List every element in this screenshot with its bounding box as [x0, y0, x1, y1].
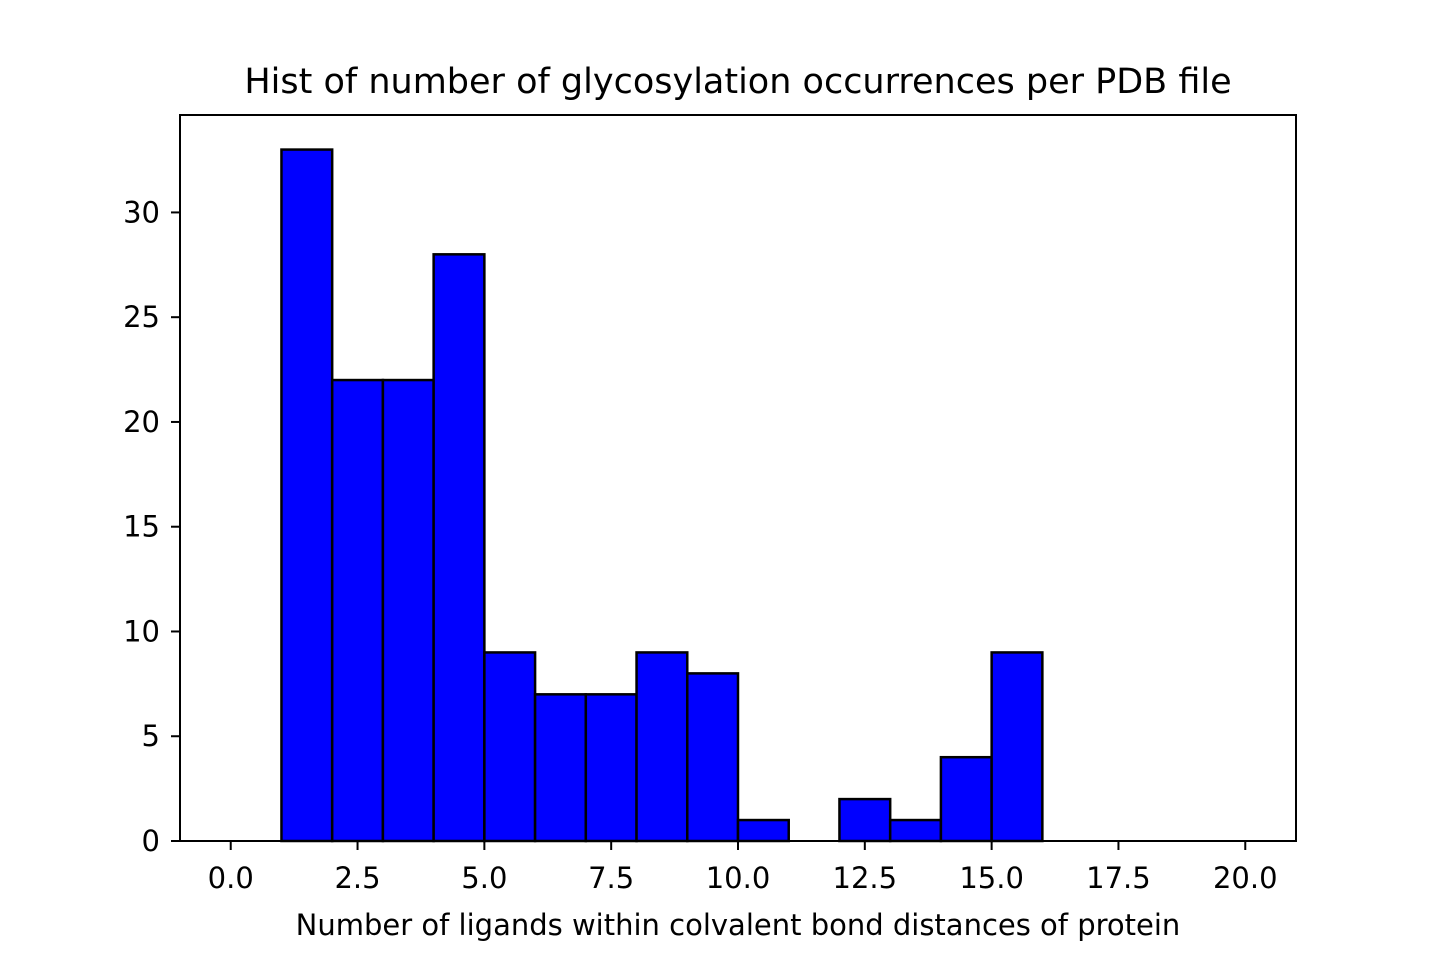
x-tick-label: 12.5	[833, 861, 898, 895]
y-axis-ticks: 0 5 10 15 20 25 30	[123, 195, 180, 858]
y-tick-label: 5	[142, 719, 160, 753]
histogram-bar	[939, 755, 993, 843]
x-tick-label: 17.5	[1086, 861, 1151, 895]
x-axis-ticks: 0.0 2.5 5.0 7.5 10.0 12.5 15.0 17.5 20.0	[208, 841, 1278, 895]
x-tick-label: 2.5	[334, 861, 380, 895]
y-tick-label: 0	[142, 824, 160, 858]
plot-frame	[179, 114, 1297, 842]
histogram-bar	[888, 818, 943, 843]
y-tick-label: 30	[123, 195, 160, 229]
x-tick-label: 20.0	[1213, 861, 1278, 895]
histogram-bar	[432, 253, 486, 843]
histogram-bar	[838, 797, 892, 843]
bars-group	[280, 148, 1044, 843]
y-tick-label: 10	[123, 614, 160, 648]
x-tick-label: 10.0	[706, 861, 771, 895]
histogram-bar	[990, 651, 1044, 843]
x-tick-label: 0.0	[208, 861, 254, 895]
histogram-bar	[584, 693, 638, 843]
y-tick-label: 15	[123, 510, 160, 544]
x-axis-label: Number of ligands within colvalent bond …	[296, 908, 1181, 942]
histogram-bar	[483, 651, 537, 843]
histogram-bar	[635, 651, 689, 843]
histogram-bar	[280, 148, 334, 843]
y-tick-label: 25	[123, 300, 160, 334]
histogram-bar	[381, 378, 435, 843]
histogram-bar	[533, 693, 588, 843]
x-tick-label: 7.5	[588, 861, 634, 895]
y-tick-label: 20	[123, 405, 160, 439]
x-tick-label: 5.0	[461, 861, 507, 895]
histogram-bar	[686, 672, 740, 843]
histogram-bar	[736, 818, 790, 843]
x-tick-label: 15.0	[959, 861, 1024, 895]
chart-title: Hist of number of glycosylation occurren…	[244, 62, 1231, 102]
histogram-bar	[330, 378, 385, 843]
